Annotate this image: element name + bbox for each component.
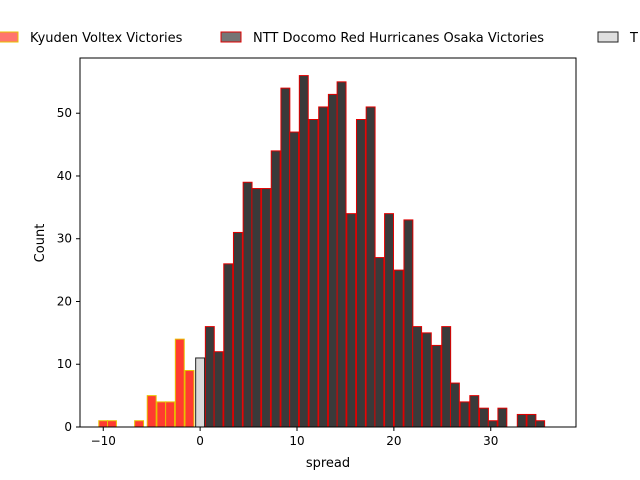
bar-kyuden-voltex-victories-0 (98, 420, 109, 428)
bar-ntt-docomo-red-hurricanes-osaka-victories-24 (431, 344, 442, 428)
x-axis-ticks: −10 0 10 20 30 (91, 427, 498, 448)
x-tick-label-0: −10 (91, 434, 116, 448)
legend-swatch-ntt-docomo-red-hurricanes-osaka-victories (220, 31, 242, 43)
bar-ntt-docomo-red-hurricanes-osaka-victories-5 (251, 188, 262, 428)
bar-ntt-docomo-red-hurricanes-osaka-victories-13 (327, 93, 338, 428)
bar-ntt-docomo-red-hurricanes-osaka-victories-26 (449, 382, 460, 428)
bar-kyuden-voltex-victories-7 (184, 370, 195, 428)
y-tick-label-2: 20 (57, 294, 72, 308)
y-tick-label-0: 0 (64, 420, 72, 434)
bar-ntt-docomo-red-hurricanes-osaka-victories-31 (497, 407, 508, 428)
bar-kyuden-voltex-victories-5 (165, 401, 176, 428)
y-axis-label: Count (33, 224, 48, 263)
y-tick-label-5: 50 (57, 106, 72, 120)
bar-ntt-docomo-red-hurricanes-osaka-victories-33 (526, 413, 537, 428)
bar-ntt-docomo-red-hurricanes-osaka-victories-4 (242, 181, 253, 428)
x-axis-label: spread (306, 456, 350, 471)
bar-ntt-docomo-red-hurricanes-osaka-victories-6 (261, 188, 271, 428)
y-tick-label-1: 10 (57, 357, 72, 371)
histogram-bars (98, 75, 546, 428)
bar-ntt-docomo-red-hurricanes-osaka-victories-3 (232, 231, 243, 428)
bar-ntt-docomo-red-hurricanes-osaka-victories-14 (336, 81, 347, 428)
bar-ntt-docomo-red-hurricanes-osaka-victories-1 (213, 351, 224, 428)
bar-kyuden-voltex-victories-6 (174, 338, 185, 428)
plot-area-frame (79, 57, 577, 428)
bar-ntt-docomo-red-hurricanes-osaka-victories-11 (308, 119, 319, 428)
legend: Kyuden Voltex Victories NTT Docomo Red Hu… (0, 31, 638, 46)
bar-ntt-docomo-red-hurricanes-osaka-victories-0 (204, 326, 215, 428)
bar-t-0 (195, 357, 206, 428)
legend-swatch-t (597, 31, 619, 43)
x-tick-label-2: 10 (289, 434, 304, 448)
bar-ntt-docomo-red-hurricanes-osaka-victories-7 (270, 150, 281, 428)
bar-ntt-docomo-red-hurricanes-osaka-victories-18 (374, 257, 385, 428)
bar-kyuden-voltex-victories-2 (134, 420, 145, 428)
y-axis-ticks: 0 10 20 30 40 50 (57, 106, 80, 434)
bar-kyuden-voltex-victories-3 (146, 395, 157, 428)
x-tick-label-1: 0 (196, 434, 204, 448)
bar-ntt-docomo-red-hurricanes-osaka-victories-9 (289, 131, 300, 428)
bar-ntt-docomo-red-hurricanes-osaka-victories-22 (412, 326, 423, 428)
legend-label-t: T (629, 31, 638, 46)
bar-kyuden-voltex-victories-4 (156, 401, 167, 428)
bar-ntt-docomo-red-hurricanes-osaka-victories-21 (403, 219, 414, 428)
bar-ntt-docomo-red-hurricanes-osaka-victories-10 (298, 75, 309, 428)
bar-ntt-docomo-red-hurricanes-osaka-victories-29 (479, 407, 489, 428)
bar-ntt-docomo-red-hurricanes-osaka-victories-28 (469, 395, 480, 428)
bar-ntt-docomo-red-hurricanes-osaka-victories-32 (516, 413, 527, 428)
bar-ntt-docomo-red-hurricanes-osaka-victories-8 (280, 87, 291, 428)
bar-ntt-docomo-red-hurricanes-osaka-victories-30 (487, 420, 498, 428)
bar-ntt-docomo-red-hurricanes-osaka-victories-15 (346, 213, 357, 428)
bar-ntt-docomo-red-hurricanes-osaka-victories-19 (384, 213, 394, 428)
bar-ntt-docomo-red-hurricanes-osaka-victories-16 (355, 119, 366, 428)
bar-ntt-docomo-red-hurricanes-osaka-victories-25 (441, 326, 452, 428)
y-tick-label-4: 40 (57, 169, 72, 183)
bar-kyuden-voltex-victories-1 (107, 420, 117, 428)
legend-label-ntt-docomo-red-hurricanes-osaka-victories: NTT Docomo Red Hurricanes Osaka Victorie… (253, 31, 544, 46)
bar-ntt-docomo-red-hurricanes-osaka-victories-23 (421, 332, 432, 428)
y-tick-label-3: 30 (57, 232, 72, 246)
bar-ntt-docomo-red-hurricanes-osaka-victories-17 (365, 106, 376, 428)
bar-ntt-docomo-red-hurricanes-osaka-victories-34 (535, 420, 546, 428)
bar-ntt-docomo-red-hurricanes-osaka-victories-2 (223, 263, 234, 428)
bar-ntt-docomo-red-hurricanes-osaka-victories-12 (318, 106, 329, 428)
legend-swatch-kyuden-voltex-victories (0, 31, 19, 43)
bar-ntt-docomo-red-hurricanes-osaka-victories-20 (393, 269, 404, 428)
x-tick-label-3: 20 (386, 434, 401, 448)
x-tick-label-4: 30 (483, 434, 498, 448)
legend-label-kyuden-voltex-victories: Kyuden Voltex Victories (30, 31, 183, 46)
bar-ntt-docomo-red-hurricanes-osaka-victories-27 (459, 401, 470, 428)
